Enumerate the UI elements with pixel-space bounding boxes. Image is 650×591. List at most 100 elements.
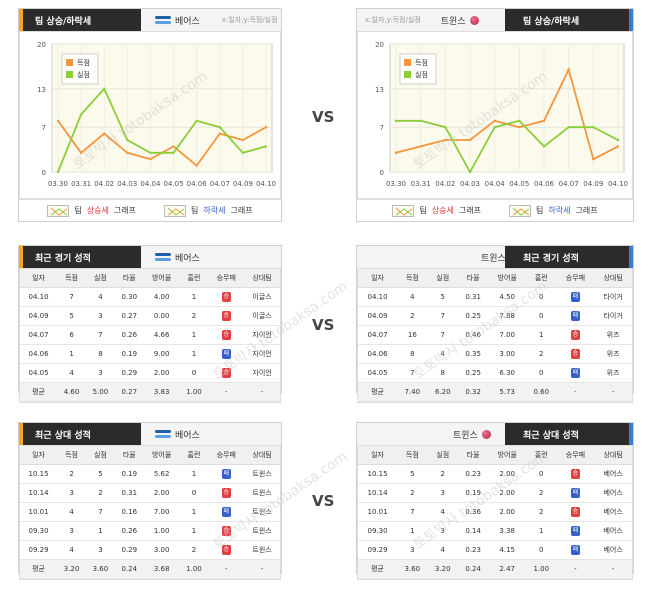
win-badge: 승 [221,310,231,321]
table-cell: 0.00 [143,306,180,326]
table-cell: 6.20 [427,382,458,402]
twins-logo-icon [469,15,479,25]
table-cell: 자이언 [244,344,280,364]
x-tick-label: 04.10 [256,180,276,188]
table-cell: 베어스 [594,540,632,560]
table-cell: 패 [208,502,245,522]
legend-label: 실점 [415,70,428,79]
table-cell: 1 [179,287,209,307]
column-header: 득점 [397,446,428,465]
average-row: 평균 3.20 3.60 0.24 3.68 1.00- - [20,559,280,579]
table-cell: 0.24 [114,559,144,579]
table-cell: 04.07 [358,325,398,345]
data-point [79,151,83,154]
table-cell: 패 [556,306,595,326]
table-cell: 4.15 [488,540,527,560]
table-cell: 7.88 [488,306,527,326]
legend-label: 득점 [77,59,90,67]
average-row: 평균 4.60 5.00 0.27 3.83 1.00- - [20,382,280,402]
x-tick-label: 04.02 [94,180,114,188]
table-cell: 0.23 [457,464,489,484]
table-cell: 0.35 [457,344,489,364]
table-cell: 승 [556,464,595,484]
table-row: 10.14 3 2 0.31 2.00 0 승 트윈스 [20,483,280,503]
table-cell: 04.09 [20,306,58,326]
legend-down[interactable]: 팀 하락세 그래프 [164,204,253,217]
column-header: 홈런 [526,446,557,465]
column-header: 득점 [57,446,86,465]
data-point [172,151,175,154]
data-point [56,170,60,174]
table-cell: 0 [526,287,557,307]
left-h2h-panel: 최근 상대 성적 베어스 일자 득점 실점 타율 방어율 홈런 승무패 상대팀 10.15 2 5 0… [18,422,282,580]
win-badge: 승 [570,329,580,340]
data-point [79,113,83,116]
legend-up-right[interactable]: 팀 상승세 그래프 [392,204,481,217]
data-point [518,126,521,129]
table-cell: 0.29 [114,363,144,383]
left-h2h-tab: 최근 상대 성적 [19,423,141,445]
table-cell: 7 [397,502,428,522]
data-point [149,151,152,154]
table-cell: 승 [208,521,245,541]
table-cell: 2.00 [488,464,527,484]
bears-logo-icon [155,16,171,24]
table-cell: 10.15 [20,464,58,484]
table-cell: 0.26 [114,521,144,541]
column-header: 일자 [358,446,398,465]
data-point [468,138,472,142]
table-cell: 승 [208,306,245,326]
table-row: 04.06 1 8 0.19 9.00 1 패 자이언 [20,344,280,364]
table-row: 09.30 1 3 0.14 3.38 1 패 베어스 [358,521,632,541]
table-cell: 3.60 [397,559,428,579]
data-point [241,151,245,154]
table-cell: 0.24 [457,559,489,579]
left-trend-tab: 팀 상승/하락세 [19,9,141,31]
win-badge: 승 [221,291,231,302]
column-header: 실점 [427,446,458,465]
table-cell: 2 [179,306,209,326]
table-cell: 베어스 [594,521,632,541]
right-trend-panel: x:일자,y:득점/실점 트윈스 팀 상승/하락세 0 7 13 20 03.30 03.… [356,8,634,222]
table-cell: 16 [397,325,428,345]
table-cell: 2 [397,483,428,503]
right-h2h-table: 일자 득점 실점 타율 방어율 홈런 승무패 상대팀 10.15 5 2 0.23 2.00 0 승 베어스 1… [358,446,632,579]
table-cell: 승 [556,344,595,364]
table-cell: 09.29 [358,540,398,560]
x-tick-label: 04.04 [140,180,161,188]
legend-down-right[interactable]: 팀 하락세 그래프 [509,204,598,217]
left-team-label: 베어스 [155,14,200,27]
bears-logo-icon [155,430,171,438]
table-row: 04.10 4 5 0.31 4.50 0 패 타이거 [358,287,632,307]
table-cell: 0.36 [457,502,489,522]
table-cell: 승 [208,540,245,560]
table-cell: 4 [427,540,458,560]
column-header: 실점 [427,269,458,288]
table-row: 04.07 16 7 0.46 7.00 1 승 위즈 [358,325,632,345]
x-tick-label: 04.10 [608,180,628,188]
table-cell: 1 [397,521,428,541]
table-cell: 위즈 [594,363,632,383]
win-badge: 승 [221,544,231,555]
table-cell: 패 [556,483,595,503]
table-cell: 1 [179,344,209,364]
table-cell: 3 [397,540,428,560]
column-header: 방어율 [488,446,527,465]
table-row: 04.05 4 3 0.29 2.00 0 승 자이언 [20,363,280,383]
table-cell: 베어스 [594,464,632,484]
legend-up[interactable]: 팀 상승세 그래프 [47,204,136,217]
x-tick-label: 04.07 [559,180,579,188]
table-cell: 이글스 [244,306,280,326]
table-cell: 4 [57,502,86,522]
table-cell: 8 [85,344,115,364]
column-header: 타율 [457,446,489,465]
column-header: 타율 [457,269,489,288]
data-point [493,119,496,123]
table-cell: 7 [85,325,115,345]
vs-label-3: VS [312,492,335,510]
right-trend-tab: 팀 상승/하락세 [505,9,633,31]
table-cell: 0.60 [526,382,557,402]
table-cell: 3 [427,521,458,541]
table-cell: 1 [179,502,209,522]
